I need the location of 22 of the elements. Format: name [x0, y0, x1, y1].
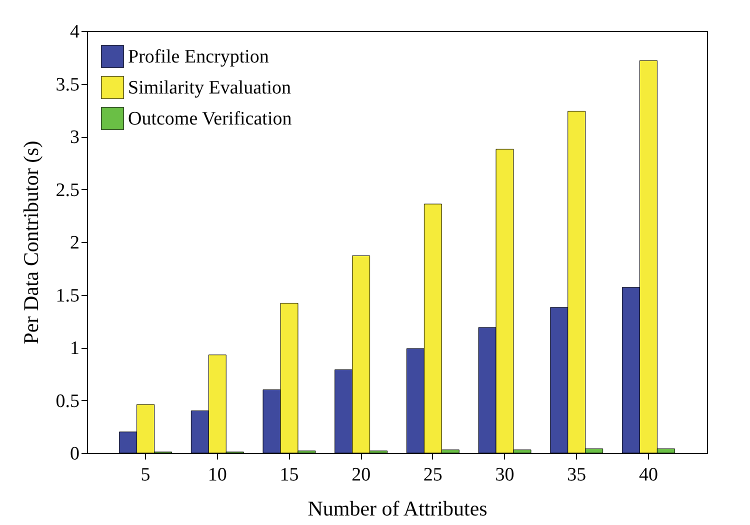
x-tick-label: 30: [495, 464, 514, 486]
y-tick-label: 0: [70, 444, 80, 464]
y-axis-title: Per Data Contributor (s): [18, 140, 43, 344]
x-tick-label: 40: [638, 464, 658, 486]
x-tick-label: 25: [423, 464, 442, 486]
x-axis-title: Number of Attributes: [308, 496, 488, 520]
y-tick-label: 1: [70, 338, 80, 359]
y-tick-label: 1.5: [56, 285, 80, 306]
legend-label: Profile Encryption: [128, 46, 270, 68]
y-tick-label: 2: [70, 232, 80, 254]
x-tick-label: 10: [208, 464, 227, 486]
y-tick-label: 2.5: [56, 180, 80, 201]
y-tick-label: 0.5: [56, 390, 80, 412]
y-tick-label: 4: [70, 22, 80, 42]
x-tick-label: 20: [352, 464, 371, 486]
x-tick-label: 35: [567, 464, 586, 486]
y-tick-label: 3.5: [56, 74, 80, 96]
x-tick-label: 5: [140, 464, 150, 486]
legend-label: Outcome Verification: [128, 108, 292, 130]
legend-label: Similarity Evaluation: [128, 78, 292, 98]
y-tick-label: 3: [70, 127, 80, 148]
x-tick-label: 15: [280, 464, 299, 486]
